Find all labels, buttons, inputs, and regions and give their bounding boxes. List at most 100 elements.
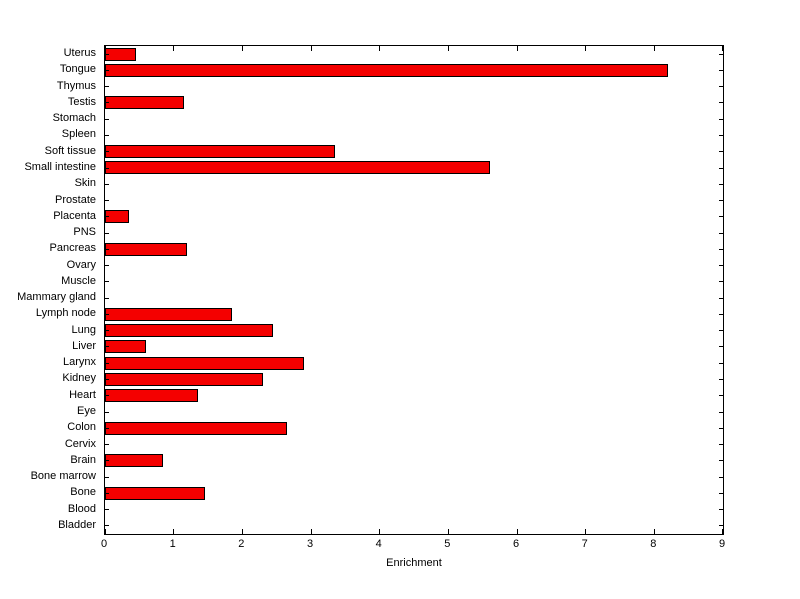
plot-area [104,45,724,535]
y-tick-mark [719,167,723,169]
x-tick-mark [653,529,655,534]
y-tick-mark [719,460,723,462]
y-tick-mark [719,216,723,218]
y-tick-label-bone: Bone [70,486,96,499]
x-tick-mark [722,46,723,51]
bar-tongue [105,63,669,77]
y-tick-mark [105,118,109,120]
y-tick-mark [105,330,109,332]
y-tick-mark [105,216,109,218]
y-tick-label-thymus: Thymus [56,79,96,92]
y-tick-mark [105,427,109,429]
bar-lung [105,324,274,338]
y-tick-label-bladder: Bladder [58,518,96,531]
bar-testis [105,96,184,110]
y-tick-label-pancreas: Pancreas [49,242,96,255]
x-tick-mark [105,529,106,534]
x-tick-label-9: 9 [718,538,726,550]
y-tick-mark [105,313,109,315]
y-tick-mark [105,134,109,136]
bar-small-intestine [105,161,490,175]
bar-larynx [105,356,305,370]
y-tick-mark [719,183,723,185]
y-tick-mark [719,69,723,71]
y-tick-label-ovary: Ovary [66,258,96,271]
bar-heart [105,389,198,403]
y-tick-mark [105,460,109,462]
y-tick-mark [105,69,109,71]
y-tick-mark [105,248,109,250]
y-tick-label-muscle: Muscle [61,274,96,287]
x-tick-mark [516,529,518,534]
y-tick-mark [105,200,109,202]
y-tick-mark [105,53,109,55]
y-tick-mark [105,395,109,397]
y-tick-mark [719,265,723,267]
y-tick-mark [719,330,723,332]
x-tick-mark [653,46,655,51]
y-tick-mark [719,297,723,299]
y-tick-mark [719,248,723,250]
x-tick-mark [447,46,449,51]
y-tick-label-small-intestine: Small intestine [24,161,96,173]
y-tick-label-pns: PNS [73,226,96,239]
x-tick-label-7: 7 [581,538,588,550]
y-tick-mark [719,313,723,315]
y-tick-label-blood: Blood [67,502,96,515]
y-tick-label-placenta: Placenta [53,209,96,222]
bar-uterus [105,47,136,61]
y-tick-mark [719,492,723,494]
y-tick-mark [719,232,723,234]
y-tick-mark [719,395,723,397]
y-tick-mark [105,362,109,364]
x-tick-label-2: 2 [238,538,245,550]
y-tick-mark [105,525,109,527]
y-tick-mark [105,346,109,348]
y-tick-label-soft-tissue: Soft tissue [44,144,96,157]
y-tick-mark [719,134,723,136]
y-tick-mark [719,378,723,380]
y-tick-mark [719,362,723,364]
y-tick-label-brain: Brain [70,453,96,466]
y-tick-label-larynx: Larynx [62,356,96,369]
y-tick-mark [719,346,723,348]
bar-colon [105,421,287,435]
y-tick-mark [719,53,723,55]
y-tick-mark [719,509,723,511]
x-tick-mark [447,529,449,534]
y-tick-label-stomach: Stomach [52,112,96,125]
y-tick-label-bone-marrow: Bone marrow [30,470,96,483]
y-tick-label-colon: Colon [67,421,96,434]
y-tick-label-prostate: Prostate [55,193,96,206]
bar-soft-tissue [105,145,336,159]
y-tick-mark [105,183,109,185]
y-tick-mark [105,444,109,446]
y-tick-mark [719,281,723,283]
x-tick-mark [585,46,587,51]
y-tick-mark [719,200,723,202]
y-tick-mark [105,476,109,478]
y-tick-mark [719,86,723,88]
y-tick-label-heart: Heart [69,388,96,401]
y-tick-mark [719,427,723,429]
y-tick-label-skin: Skin [74,177,96,190]
bar-kidney [105,372,263,386]
y-tick-label-lung: Lung [71,323,96,336]
x-tick-mark [310,46,312,51]
y-tick-label-liver: Liver [72,339,96,352]
y-tick-mark [105,265,109,267]
x-tick-label-1: 1 [169,538,176,550]
bar-pancreas [105,242,188,256]
y-tick-label-testis: Testis [67,95,96,108]
y-tick-mark [105,297,109,299]
x-tick-label-4: 4 [375,538,382,550]
x-tick-mark [379,46,381,51]
x-tick-label-6: 6 [512,538,520,550]
x-axis-label: Enrichment [386,557,442,569]
y-tick-mark [105,86,109,88]
y-tick-mark [105,492,109,494]
y-tick-label-uterus: Uterus [63,47,96,60]
y-tick-mark [105,281,109,283]
y-tick-mark [719,102,723,104]
